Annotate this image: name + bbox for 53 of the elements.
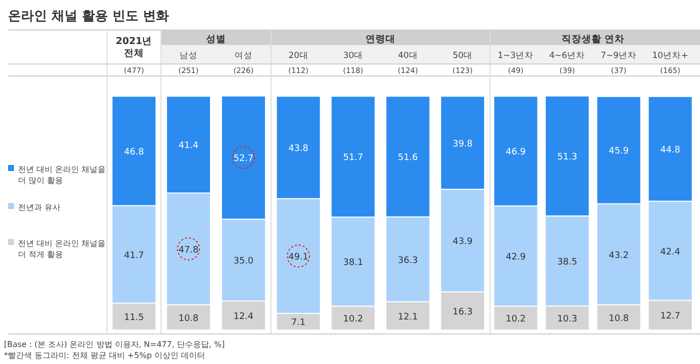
data-label: 10.8	[178, 314, 199, 324]
x-tick-label: 40대	[398, 51, 418, 61]
data-label: 51.3	[557, 152, 578, 162]
data-label: 46.8	[124, 147, 144, 158]
data-label: 41.7	[124, 250, 144, 261]
x-tick-label: 1~3년차	[498, 51, 534, 61]
chart-title: 온라인 채널 활용 빈도 변화	[8, 9, 170, 24]
data-label: 43.9	[452, 237, 473, 248]
data-label: 42.4	[660, 247, 681, 258]
data-label: 51.6	[398, 153, 418, 164]
data-label: 10.2	[343, 314, 364, 325]
text: [Base : (본 조사) 온라인 방법 이용자, N=477, 단수응답, %]	[4, 340, 225, 349]
data-label: 10.8	[608, 314, 630, 324]
data-label: 42.9	[506, 252, 526, 263]
x-tick-label: 10년차+	[652, 51, 688, 61]
data-label: 10.3	[557, 314, 578, 324]
x-tick-label: 2021년 전체	[116, 36, 152, 59]
x-tick-label: 남성	[180, 51, 198, 61]
x-tick-label: 4~6년차	[549, 51, 586, 61]
x-tick-label: 20대	[288, 51, 308, 61]
data-label: 41.4	[178, 141, 199, 152]
data-label: 51.7	[343, 153, 364, 164]
data-label: 10.2	[506, 314, 526, 325]
text: 직장생활 연차	[561, 34, 625, 45]
legend-label: 전년과 유사	[18, 203, 61, 212]
data-label: 16.3	[452, 307, 473, 318]
data-label: 44.8	[660, 145, 681, 156]
data-label: 12.7	[660, 312, 680, 322]
data-label: 35.0	[233, 256, 254, 267]
x-tick-label: 7~9년차	[600, 51, 637, 61]
data-label: 47.8	[178, 245, 199, 256]
series-label: 전년 대비 온라인 채널을 더 많이 활용	[18, 165, 106, 185]
text: 성별	[206, 34, 226, 45]
data-label: 39.8	[452, 139, 473, 150]
data-label: 38.1	[343, 258, 364, 268]
x-tick-label: 여성	[234, 51, 252, 61]
text: 연령대	[366, 34, 396, 45]
data-label: 52.7	[233, 154, 254, 164]
data-label: 43.2	[608, 250, 629, 261]
legend-label: 전년 대비 온라인 채널을 더 적게 활용	[18, 239, 106, 259]
x-tick-label: 50대	[452, 51, 473, 61]
data-label: 43.8	[288, 144, 309, 154]
data-label: 7.1	[291, 318, 306, 328]
data-label: 46.9	[506, 148, 526, 158]
data-label: 49.1	[288, 252, 308, 263]
data-label: 45.9	[608, 146, 630, 157]
data-label: 38.5	[557, 257, 578, 268]
data-label: 12.1	[398, 312, 418, 322]
x-tick-label: 30대	[343, 51, 364, 61]
data-label: 11.5	[124, 313, 144, 324]
text: *빨간색 동그라미: 전체 평균 대비 +5%p 이상인 데이터	[4, 351, 205, 360]
data-label: 12.4	[233, 312, 254, 322]
data-label: 36.3	[398, 256, 418, 266]
